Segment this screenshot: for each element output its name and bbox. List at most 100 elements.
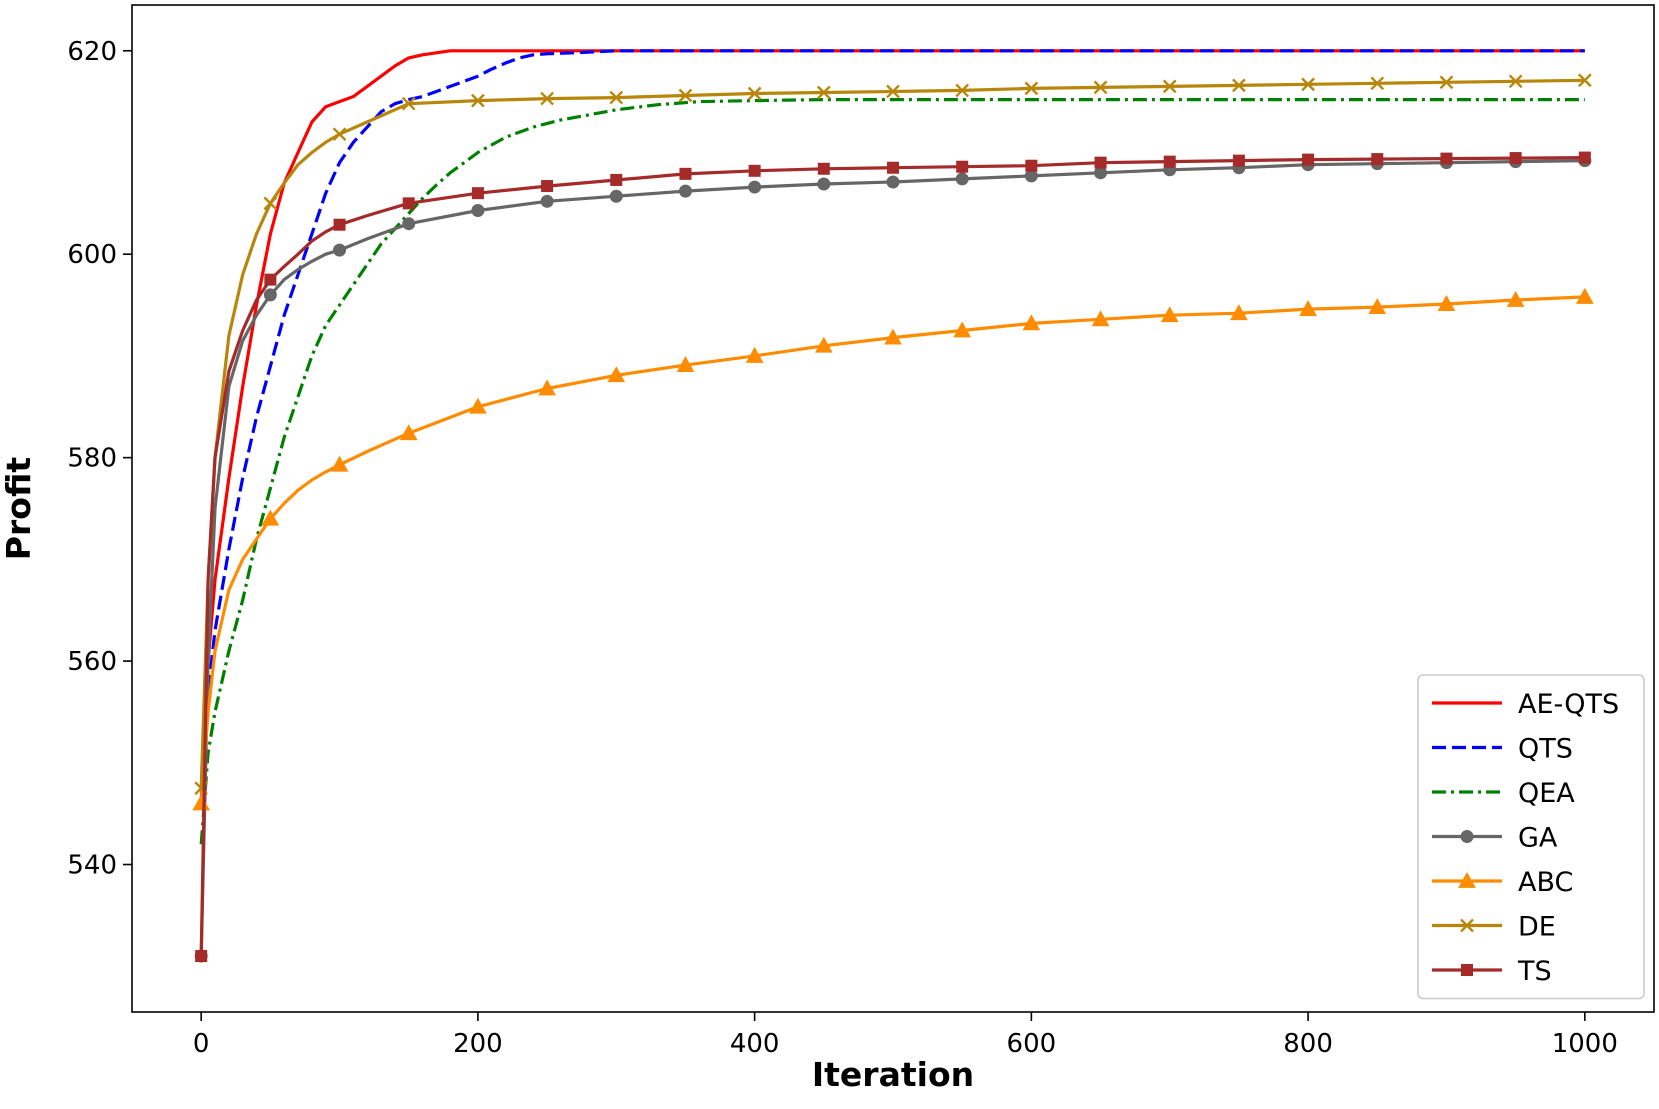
- data-point-abc: [1022, 314, 1041, 331]
- marker-stroke: [1460, 918, 1474, 933]
- x-tick-label: 0: [193, 1029, 210, 1059]
- data-point-abc: [1299, 300, 1317, 317]
- data-point-de: [471, 93, 485, 108]
- legend-entry-qts: QTS: [1432, 734, 1573, 765]
- data-point-de: [263, 196, 278, 211]
- data-point-ts: [887, 161, 899, 174]
- series-layer: [192, 49, 1594, 963]
- y-axis-title: Profit: [0, 457, 38, 561]
- legend-entry-ts: TS: [1432, 956, 1552, 987]
- x-tick-label: 400: [730, 1029, 780, 1059]
- data-point-ts: [1371, 153, 1384, 166]
- y-tick-label: 560: [67, 647, 117, 677]
- marker-stroke: [1508, 74, 1523, 89]
- data-point-de: [1370, 76, 1385, 91]
- marker-stroke: [263, 196, 278, 211]
- legend-box: [1417, 674, 1645, 1000]
- marker-stroke: [678, 88, 693, 103]
- data-point-ts: [1302, 153, 1315, 166]
- marker-stroke: [540, 91, 554, 106]
- marker-stroke: [332, 127, 347, 142]
- marker-stroke: [1301, 77, 1315, 92]
- marker-stroke: [747, 86, 762, 101]
- y-tick-label: 620: [67, 37, 117, 67]
- series-abc: [192, 287, 1594, 811]
- data-point-abc: [1575, 287, 1594, 304]
- series-de: [194, 73, 1592, 796]
- data-point-abc: [745, 346, 764, 363]
- data-point-de: [1232, 78, 1246, 93]
- legend-entry-qea: QEA: [1432, 778, 1575, 809]
- data-point-de: [886, 84, 900, 99]
- data-point-abc: [261, 509, 280, 526]
- x-axis: 0 200 400 600 800 1000: [193, 1012, 1618, 1059]
- data-point-ga: [955, 172, 969, 186]
- data-point-ts: [195, 950, 208, 963]
- data-point-ts: [679, 167, 692, 180]
- legend-label-de: DE: [1518, 912, 1556, 943]
- data-point-abc: [676, 356, 695, 372]
- legend-label-ts: TS: [1517, 956, 1552, 987]
- data-point-abc: [607, 366, 626, 383]
- data-point-de: [955, 83, 970, 98]
- marker-stroke: [1439, 75, 1454, 90]
- legend: AE-QTS QTS QEA GA ABC DE TS: [1417, 674, 1645, 1000]
- data-point-de: [1162, 79, 1177, 94]
- data-point-ga: [609, 189, 623, 203]
- series-line-qts: [199, 49, 1585, 809]
- legend-entry-ga: GA: [1432, 823, 1558, 854]
- y-tick-label: 580: [67, 444, 117, 474]
- data-point-ts: [333, 218, 346, 231]
- data-point-abc: [1091, 310, 1110, 327]
- x-tick-label: 600: [1007, 1029, 1057, 1059]
- data-point-de: [609, 90, 624, 105]
- y-axis: 540 560 580 600 620: [67, 37, 132, 881]
- data-point-ga: [678, 184, 692, 198]
- y-tick-label: 540: [67, 851, 117, 881]
- data-point-de: [401, 96, 416, 111]
- marker-stroke: [816, 85, 831, 100]
- data-point-ts: [1025, 159, 1038, 172]
- data-point-ga: [263, 288, 277, 302]
- data-point-abc: [1368, 298, 1387, 314]
- legend-marker-ga: [1460, 830, 1474, 843]
- data-point-ga: [540, 194, 554, 208]
- legend-label-qts: QTS: [1518, 734, 1573, 765]
- data-point-de: [1024, 81, 1039, 96]
- data-point-ts: [471, 187, 484, 200]
- series-ae-qts: [199, 49, 1585, 804]
- data-point-de: [747, 86, 762, 101]
- data-point-de: [1508, 74, 1523, 89]
- data-point-ts: [817, 162, 830, 175]
- series-ts: [195, 151, 1591, 963]
- data-point-ga: [333, 243, 347, 257]
- data-point-ga: [817, 177, 831, 191]
- series-line-ae-qts: [199, 49, 1585, 804]
- data-point-de: [1301, 77, 1315, 92]
- data-point-abc: [538, 379, 556, 396]
- data-point-de: [1439, 75, 1454, 90]
- x-axis-title: Iteration: [812, 1055, 974, 1094]
- marker-stroke: [1577, 73, 1592, 88]
- legend-entry-ae-qts: AE-QTS: [1432, 689, 1619, 720]
- data-point-abc: [1230, 304, 1248, 321]
- data-point-ts: [264, 273, 277, 286]
- data-point-ts: [1509, 152, 1522, 165]
- data-point-ts: [1440, 152, 1453, 165]
- marker-stroke: [1024, 81, 1039, 96]
- marker-stroke: [609, 90, 624, 105]
- data-point-abc: [1160, 306, 1179, 323]
- data-point-abc: [330, 455, 349, 472]
- legend-label-ga: GA: [1518, 823, 1558, 854]
- marker-stroke: [1162, 79, 1177, 94]
- data-point-ts: [1163, 155, 1176, 168]
- x-tick-label: 200: [453, 1029, 503, 1059]
- data-point-ts: [402, 197, 415, 210]
- plot-frame: [131, 4, 1655, 1013]
- data-point-ts: [956, 160, 969, 173]
- data-point-ts: [610, 173, 623, 186]
- marker-stroke: [1370, 76, 1385, 91]
- x-tick-label: 800: [1283, 1029, 1333, 1059]
- data-point-ts: [748, 164, 761, 177]
- legend-entry-de: DE: [1432, 912, 1556, 943]
